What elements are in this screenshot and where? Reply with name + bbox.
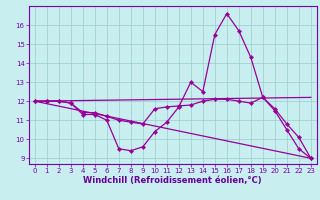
- X-axis label: Windchill (Refroidissement éolien,°C): Windchill (Refroidissement éolien,°C): [84, 176, 262, 185]
